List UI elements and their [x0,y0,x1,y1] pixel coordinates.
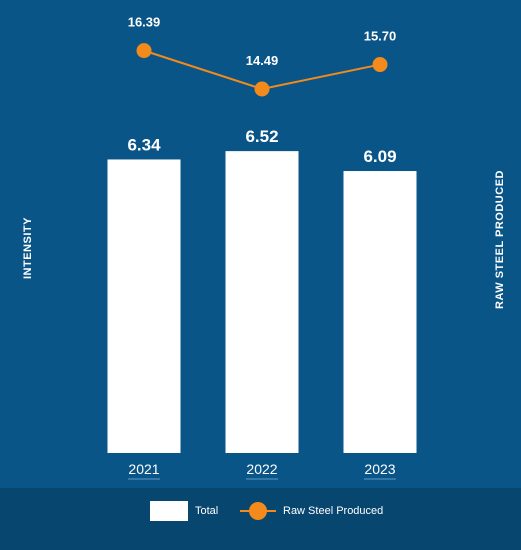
legend-total-swatch [150,501,188,521]
line-value-label-2023: 15.70 [364,29,397,44]
legend-dot-marker [249,502,267,520]
line-value-label-2021: 16.39 [128,15,161,30]
bar-value-label-2022: 6.52 [245,127,278,146]
line-point-2021 [136,43,152,59]
bar-value-label-2021: 6.34 [127,135,161,154]
x-tick-label-2021: 2021 [128,461,159,477]
line-point-2023 [372,57,388,73]
legend-line-label: Raw Steel Produced [283,505,384,517]
line-value-label-2022: 14.49 [246,53,279,68]
bar-2023 [343,171,417,453]
line-point-2022 [254,81,270,97]
right-axis-title: RAW STEEL PRODUCED [494,170,506,309]
x-tick-label-2023: 2023 [364,461,395,477]
bar-2021 [107,159,181,453]
legend: Total Raw Steel Produced [0,500,521,524]
legend-total-label: Total [195,505,219,517]
left-axis-title: INTENSITY [22,217,34,279]
x-tick-label-2022: 2022 [246,461,277,477]
bar-2022 [225,151,299,453]
bar-value-label-2023: 6.09 [363,147,396,166]
